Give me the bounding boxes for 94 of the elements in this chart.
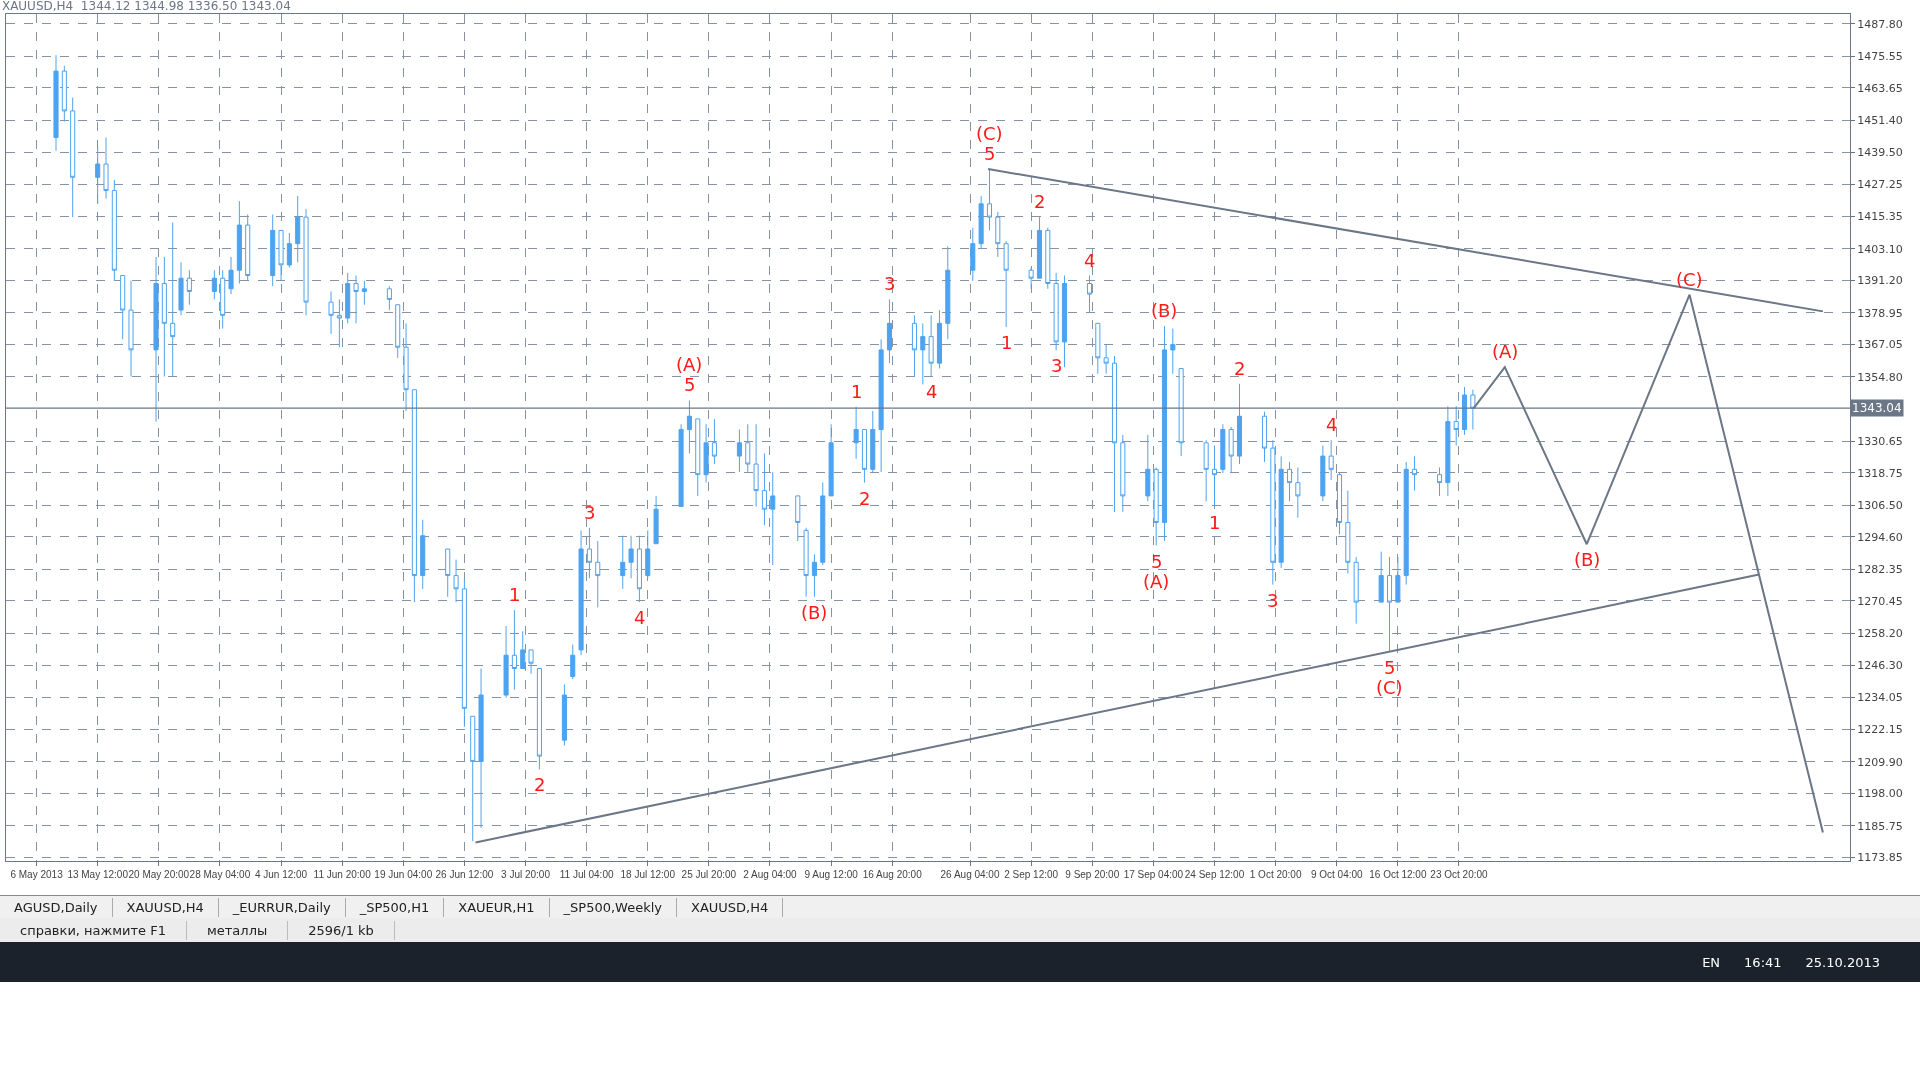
annotation: 2: [1034, 191, 1046, 212]
text: 16:41: [1744, 954, 1782, 970]
text: _EURRUR,Daily: [218, 897, 346, 917]
x-tick-label: 16 Oct 12:00: [1369, 869, 1427, 880]
y-tick-label: 1330.65: [1857, 434, 1903, 448]
text: 2596/1 kb: [288, 920, 395, 940]
y-tick-label: 1378.95: [1857, 306, 1903, 320]
x-tick-label: 6 May 2013: [10, 869, 64, 880]
annotation: 1: [851, 381, 863, 402]
y-tick-label: 1258.20: [1857, 627, 1903, 641]
y-tick-label: 1415.35: [1857, 210, 1903, 224]
y-tick-label: 1367.05: [1857, 338, 1903, 352]
y-tick-label: 1391.20: [1857, 274, 1903, 288]
annotation: 2: [859, 488, 871, 509]
text: металлы: [186, 920, 289, 940]
ref-line-label: 1343.04: [1852, 401, 1902, 415]
text: XAUEUR,H1: [444, 897, 550, 917]
annotation: (B): [801, 602, 828, 623]
text: 25.10.2013: [1805, 954, 1880, 970]
x-tick-label: 4 Jun 12:00: [254, 869, 308, 880]
x-tick-label: 23 Oct 20:00: [1430, 869, 1489, 880]
y-tick-label: 1282.35: [1857, 563, 1903, 577]
annotation: 2: [1234, 358, 1246, 379]
x-tick-label: 25 Jul 20:00: [681, 869, 737, 880]
x-tick-label: 9 Oct 04:00: [1310, 869, 1364, 880]
y-tick-label: 1427.25: [1857, 178, 1903, 192]
x-tick-label: 13 May 12:00: [67, 869, 129, 880]
annotation: (B): [1151, 300, 1178, 321]
y-tick-label: 1270.45: [1857, 594, 1903, 608]
x-tick-label: 24 Sep 12:00: [1184, 869, 1245, 880]
x-tick-label: 9 Aug 12:00: [804, 869, 859, 880]
x-tick-label: 9 Sep 20:00: [1065, 869, 1120, 880]
annotation: 4: [1326, 414, 1338, 435]
y-tick-label: 1173.85: [1857, 851, 1903, 865]
x-tick-label: 3 Jul 20:00: [501, 869, 551, 880]
x-tick-label: 11 Jul 04:00: [559, 869, 614, 880]
y-tick-label: 1463.65: [1857, 81, 1903, 95]
x-tick-label: 20 May 20:00: [128, 869, 190, 880]
annotation: (C): [976, 123, 1003, 144]
text: XAUUSD,H4: [112, 897, 219, 917]
annotation: (A): [1143, 571, 1170, 592]
annotation: 1: [1001, 332, 1013, 353]
annotation: (C): [1376, 677, 1403, 698]
y-tick-label: 1209.90: [1857, 755, 1903, 769]
x-tick-label: 17 Sep 04:00: [1123, 869, 1184, 880]
y-tick-label: 1354.80: [1857, 370, 1903, 384]
annotation: 5: [1151, 551, 1163, 572]
annotation: 5: [1384, 657, 1396, 678]
annotation: 1: [509, 584, 521, 605]
annotation: 1: [1209, 512, 1221, 533]
x-tick-label: 2 Aug 04:00: [743, 869, 798, 880]
y-tick-label: 1246.30: [1857, 658, 1903, 672]
x-tick-label: 1 Oct 20:00: [1249, 869, 1302, 880]
y-tick-label: 1222.15: [1857, 723, 1903, 737]
annotation: 2: [534, 774, 546, 795]
annotation: (B): [1574, 549, 1601, 570]
y-tick-label: 1234.05: [1857, 691, 1903, 705]
text: _SP500,H1: [345, 897, 445, 917]
x-tick-label: 28 May 04:00: [189, 869, 251, 880]
y-tick-label: 1439.50: [1857, 145, 1903, 159]
y-tick-label: 1185.75: [1857, 819, 1903, 833]
annotation: 4: [926, 381, 938, 402]
y-tick-label: 1294.60: [1857, 530, 1903, 544]
y-tick-label: 1451.40: [1857, 114, 1903, 128]
annotation: 4: [1084, 250, 1096, 271]
annotation: (A): [676, 354, 703, 375]
annotation: 4: [634, 607, 646, 628]
text: справки, нажмите F1: [0, 920, 187, 940]
x-tick-label: 18 Jul 12:00: [620, 869, 676, 880]
x-tick-label: 2 Sep 12:00: [1004, 869, 1059, 880]
annotation: (A): [1492, 341, 1519, 362]
y-tick-label: 1306.50: [1857, 499, 1903, 513]
annotation: 3: [884, 273, 896, 294]
text: AGUSD,Daily: [0, 897, 113, 917]
annotation: 5: [984, 143, 996, 164]
y-tick-label: 1403.10: [1857, 242, 1903, 256]
annotation: 3: [1051, 355, 1063, 376]
x-tick-label: 26 Jun 12:00: [435, 869, 494, 880]
chart-title: XAUUSD,H4 1344.12 1344.98 1336.50 1343.04: [1, 0, 291, 14]
y-tick-label: 1318.75: [1857, 466, 1903, 480]
annotation: (C): [1676, 269, 1703, 290]
text: _SP500,Weekly: [549, 897, 678, 917]
x-tick-label: 19 Jun 04:00: [374, 869, 433, 880]
y-tick-label: 1475.55: [1857, 50, 1903, 64]
annotation: 5: [684, 374, 696, 395]
annotation: 3: [1267, 590, 1279, 611]
x-tick-label: 16 Aug 20:00: [862, 869, 923, 880]
annotation: 3: [584, 502, 596, 523]
text: EN: [1702, 954, 1721, 970]
x-tick-label: 26 Aug 04:00: [940, 869, 1000, 880]
y-tick-label: 1198.00: [1857, 787, 1903, 801]
x-tick-label: 11 Jun 20:00: [313, 869, 372, 880]
y-tick-label: 1487.80: [1857, 17, 1903, 31]
text: XAUUSD,H4: [677, 897, 784, 917]
